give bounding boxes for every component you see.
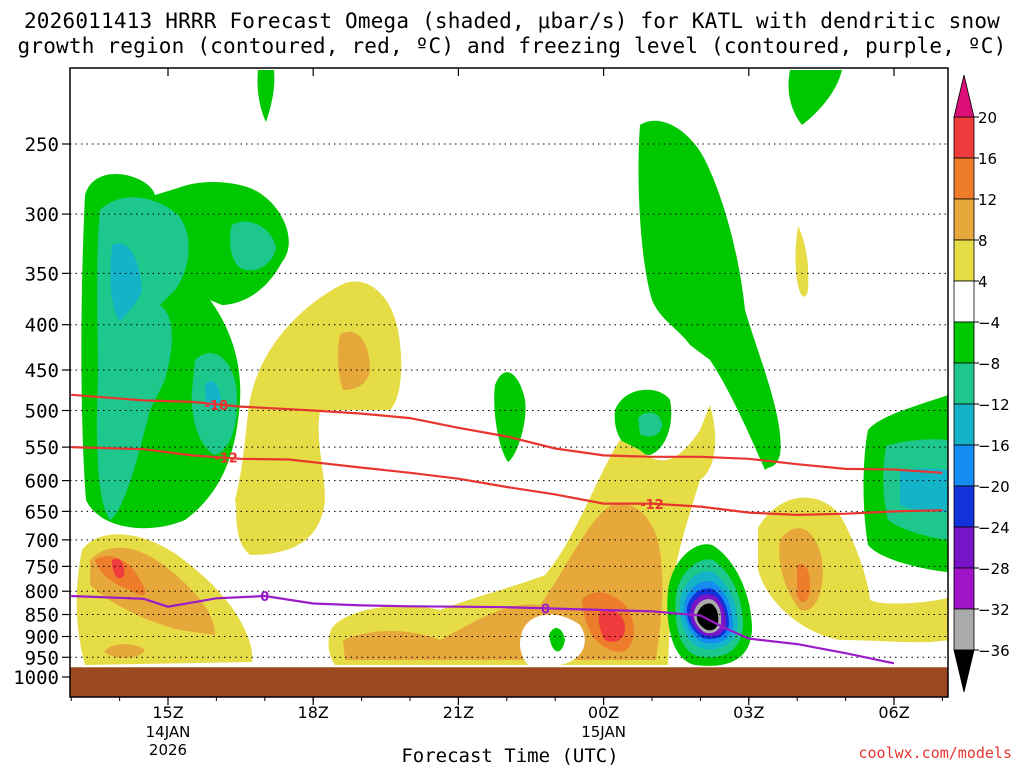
x-tick-year-15Z: 2026 — [149, 741, 187, 759]
x-tick-label-03Z: 03Z — [733, 703, 764, 722]
y-tick-label-850: 850 — [25, 605, 59, 627]
x-tick-label-15Z: 15Z — [152, 703, 183, 722]
chart-title-line-1: 2026011413 HRRR Forecast Omega (shaded, … — [23, 9, 1001, 33]
y-tick-label-800: 800 — [25, 581, 59, 603]
omega-region-r3 — [797, 563, 811, 602]
y-tick-label-950: 950 — [25, 647, 59, 669]
contour-label-4: 0 — [541, 603, 550, 618]
omega-region-y5 — [795, 226, 809, 297]
pressure-gridlines — [70, 143, 948, 678]
x-tick-date-15Z: 14JAN — [146, 723, 191, 741]
colorbar-label--16: −16 — [978, 437, 1010, 455]
y-tick-label-350: 350 — [25, 263, 59, 285]
omega-region-o1 — [337, 331, 370, 390]
contour-label-1: -12 — [214, 451, 238, 466]
y-tick-label-250: 250 — [25, 134, 59, 156]
colorbar-label--20: −20 — [978, 478, 1010, 496]
omega-region-rr2 — [598, 609, 626, 642]
y-tick-label-700: 700 — [25, 530, 59, 552]
omega-region-w1g — [549, 628, 565, 652]
contour-line-2 — [71, 594, 895, 665]
contour-label-3: 0 — [260, 590, 269, 605]
colorbar-band-16_20 — [953, 116, 975, 159]
omega-region-cell-3 — [638, 120, 781, 470]
colorbar-band-12_16 — [953, 157, 975, 200]
x-axis-title: Forecast Time (UTC) — [401, 745, 619, 767]
y-tick-label-500: 500 — [25, 401, 59, 423]
x-tick-date-00Z: 15JAN — [581, 723, 626, 741]
colorbar-band-m24_m20 — [953, 485, 975, 528]
omega-region-t4 — [638, 412, 662, 437]
y-tick-label-300: 300 — [25, 204, 59, 226]
contour-line-0 — [71, 393, 943, 474]
colorbar-band-m28_m24 — [953, 526, 975, 569]
colorbar-label--8: −8 — [978, 355, 1000, 373]
y-tick-label-1000: 1000 — [13, 667, 59, 689]
colorbar-band-m4_4 — [953, 280, 975, 323]
colorbar-label-8: 8 — [978, 232, 988, 250]
colorbar-band-m16_m12 — [953, 403, 975, 446]
y-tick-label-600: 600 — [25, 471, 59, 493]
omega-region-c3 — [900, 468, 948, 512]
colorbar-band-8_12 — [953, 198, 975, 241]
omega-region-c1 — [110, 243, 142, 322]
omega-region-cell-4 — [788, 70, 842, 125]
ground-fill — [70, 667, 948, 697]
x-tick-label-18Z: 18Z — [298, 703, 329, 722]
colorbar-band-m36_m32 — [953, 608, 975, 651]
y-tick-label-650: 650 — [25, 501, 59, 523]
colorbar-band-m8_m4 — [953, 321, 975, 364]
colorbar-bottom-triangle — [953, 649, 975, 693]
omega-region-cell-5 — [494, 372, 526, 462]
omega-region-c2 — [205, 380, 221, 410]
contour-label-2: -12 — [640, 498, 664, 513]
colorbar-label--12: −12 — [978, 396, 1010, 414]
colorbar-band-m12_m8 — [953, 362, 975, 405]
x-tick-label-06Z: 06Z — [878, 703, 909, 722]
omega-region-y1 — [235, 281, 402, 555]
x-tick-label-21Z: 21Z — [443, 703, 474, 722]
omega-region-core7 — [696, 603, 719, 631]
colorbar: 20 16 12 8 4 −4 −8 −12 −16 −20 −24 −28 −32 −36 — [953, 74, 1010, 693]
colorbar-band-m32_m28 — [953, 567, 975, 610]
y-tick-label-900: 900 — [25, 626, 59, 648]
colorbar-label-4: 4 — [978, 273, 988, 291]
credit-text: coolwx.com/models — [858, 744, 1012, 762]
omega-region-o5 — [104, 644, 145, 658]
y-tick-label-450: 450 — [25, 360, 59, 382]
colorbar-label--24: −24 — [978, 519, 1010, 537]
omega-shading — [76, 70, 948, 666]
colorbar-label-20: 20 — [978, 109, 997, 127]
colorbar-label--28: −28 — [978, 560, 1010, 578]
omega-region-rr1 — [112, 558, 125, 579]
colorbar-band-m20_m16 — [953, 444, 975, 487]
omega-region-t2 — [230, 221, 276, 271]
ground-layer — [70, 667, 948, 697]
colorbar-label--36: −36 — [978, 642, 1010, 660]
omega-region-cell-2 — [257, 70, 275, 122]
y-axis: 2503003504004505005506006507007508008509… — [13, 134, 70, 689]
y-tick-label-550: 550 — [25, 437, 59, 459]
colorbar-label--4: −4 — [978, 314, 1000, 332]
y-tick-label-750: 750 — [25, 556, 59, 578]
colorbar-label-12: 12 — [978, 191, 997, 209]
x-tick-label-00Z: 00Z — [588, 703, 619, 722]
omega-region-o3 — [343, 503, 663, 660]
contour-label-0: -18 — [205, 399, 229, 414]
colorbar-label-16: 16 — [978, 150, 997, 168]
plot-frame — [69, 67, 949, 698]
contour-line-1 — [71, 446, 943, 517]
colorbar-label--32: −32 — [978, 601, 1010, 619]
contour-lines: -18 -12 -12 0 0 — [71, 393, 943, 665]
chart-title-line-2: growth region (contoured, red, ºC) and f… — [17, 34, 1007, 58]
y-tick-label-400: 400 — [25, 315, 59, 337]
colorbar-top-triangle — [953, 74, 975, 118]
colorbar-band-4_8 — [953, 239, 975, 282]
